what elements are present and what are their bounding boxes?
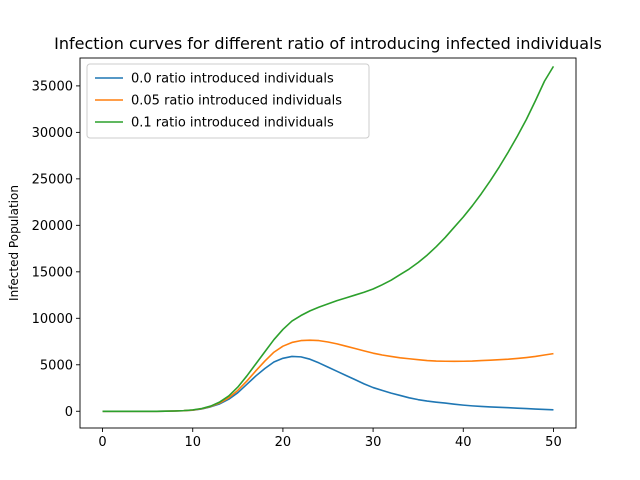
axes-frame <box>79 57 577 429</box>
x-tick-label: 0 <box>98 435 106 450</box>
x-tick-label: 30 <box>365 435 382 450</box>
legend-box <box>86 63 370 139</box>
x-tick-label: 20 <box>275 435 292 450</box>
y-tick-label: 15000 <box>32 265 73 280</box>
series-lines <box>102 65 555 413</box>
x-tick-label: 10 <box>184 435 201 450</box>
series-line-2 <box>102 65 555 413</box>
legend-label: 0.1 ratio introduced individuals <box>131 116 334 131</box>
y-tick-label: 10000 <box>32 312 73 327</box>
x-axis: 0 10 20 30 40 50 <box>98 428 562 450</box>
y-tick-label: 25000 <box>32 172 73 187</box>
y-tick-label: 35000 <box>32 79 73 94</box>
y-axis-label: Infected Population <box>7 185 21 301</box>
x-tick-label: 40 <box>455 435 472 450</box>
y-tick-label: 0 <box>65 405 73 420</box>
legend-label: 0.0 ratio introduced individuals <box>131 72 334 87</box>
chart-title: Infection curves for different ratio of … <box>54 34 602 53</box>
y-tick-label: 20000 <box>32 219 73 234</box>
y-tick-label: 30000 <box>32 126 73 141</box>
x-tick-label: 50 <box>545 435 562 450</box>
y-tick-label: 5000 <box>40 358 73 373</box>
y-axis: 0 5000 10000 15000 20000 25000 30000 35000 <box>32 79 80 420</box>
legend: 0.0 ratio introduced individuals 0.05 rat… <box>86 63 370 139</box>
legend-label: 0.05 ratio introduced individuals <box>131 94 342 109</box>
